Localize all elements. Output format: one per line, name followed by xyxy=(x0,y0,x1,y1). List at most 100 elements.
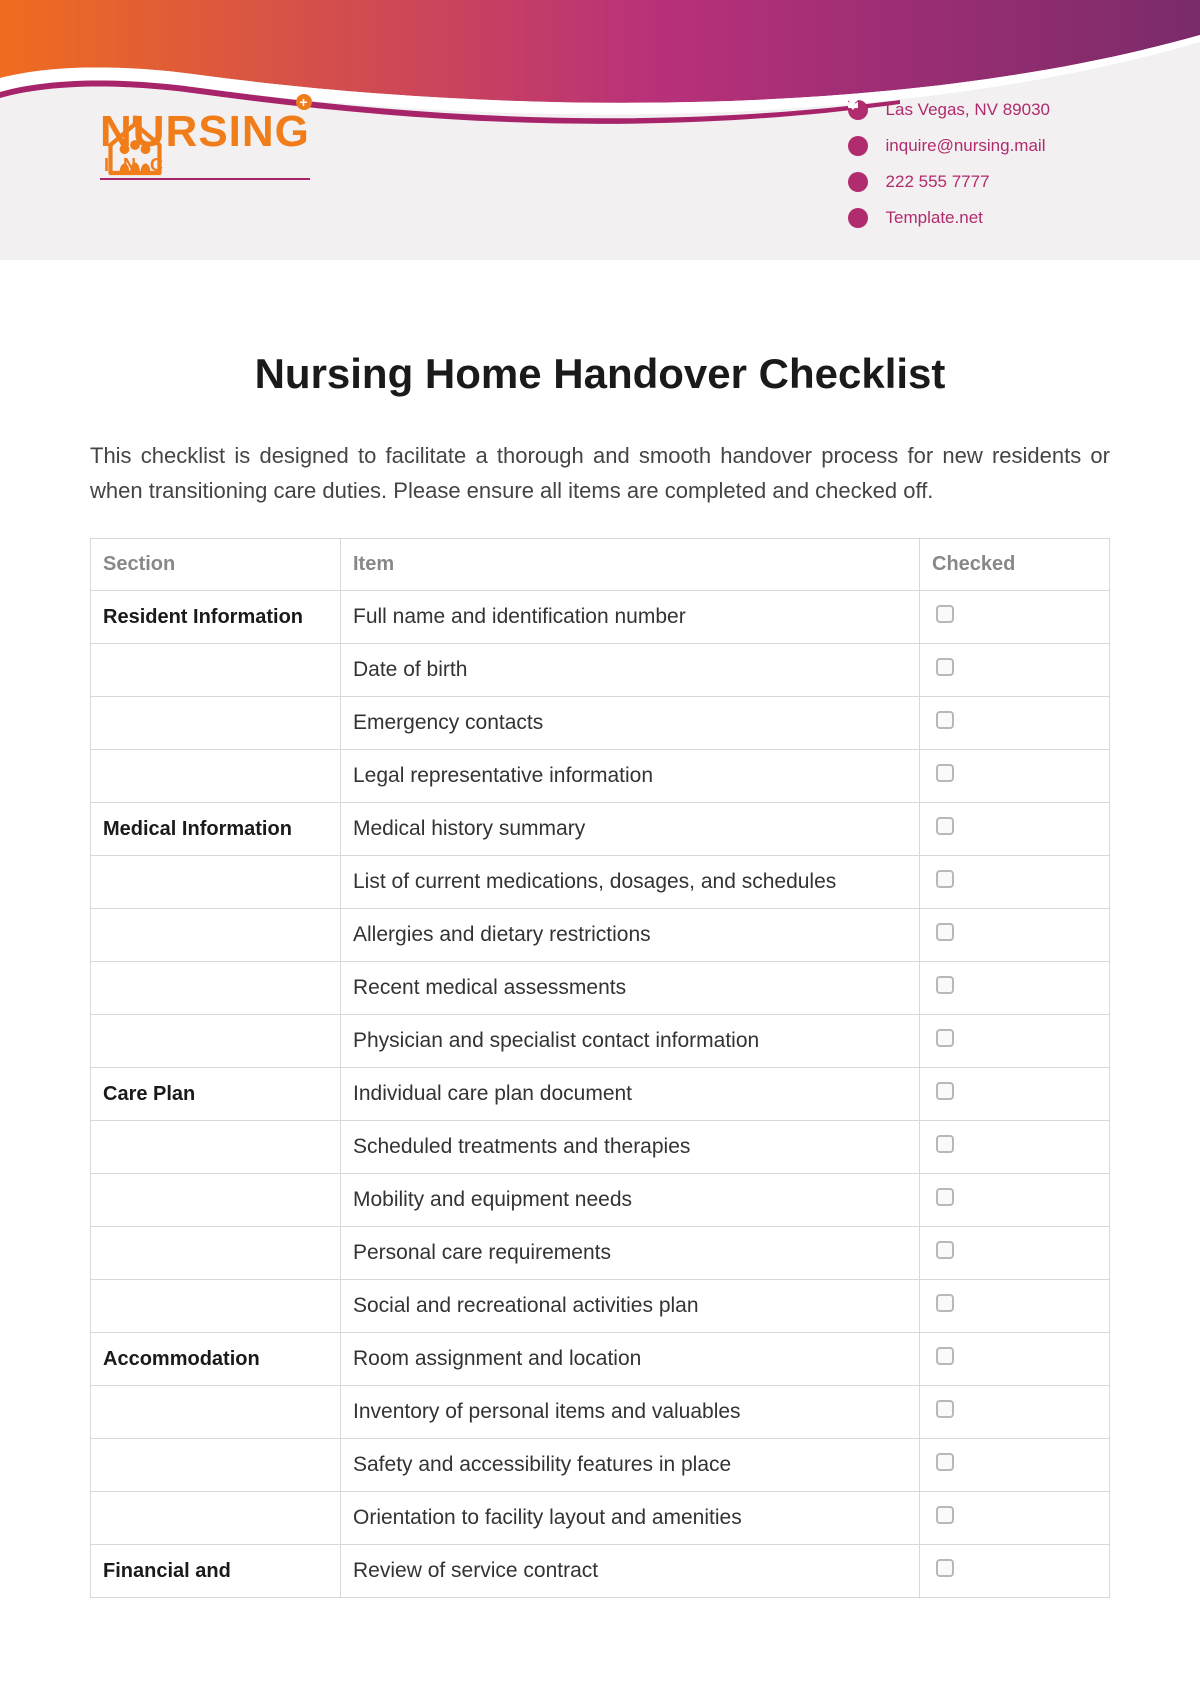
item-cell: Personal care requirements xyxy=(341,1227,920,1280)
logo: NURSING + INC xyxy=(100,110,310,180)
item-cell: Inventory of personal items and valuable… xyxy=(341,1386,920,1439)
checkbox[interactable] xyxy=(936,1029,954,1047)
checkbox[interactable] xyxy=(936,1188,954,1206)
item-cell: Recent medical assessments xyxy=(341,962,920,1015)
checked-cell xyxy=(920,1333,1110,1386)
section-cell: Resident Information xyxy=(91,591,341,644)
contact-website: Template.net xyxy=(848,208,1050,228)
item-cell: Social and recreational activities plan xyxy=(341,1280,920,1333)
table-row: Care PlanIndividual care plan document xyxy=(91,1068,1110,1121)
letterhead-header: NURSING + INC Las Vegas, NV 89030 inquir… xyxy=(0,0,1200,260)
checked-cell xyxy=(920,1439,1110,1492)
item-cell: Legal representative information xyxy=(341,750,920,803)
col-checked: Checked xyxy=(920,539,1110,591)
page-title: Nursing Home Handover Checklist xyxy=(90,350,1110,398)
checked-cell xyxy=(920,1068,1110,1121)
item-cell: Full name and identification number xyxy=(341,591,920,644)
checkbox[interactable] xyxy=(936,1294,954,1312)
checkbox[interactable] xyxy=(936,1135,954,1153)
checkbox[interactable] xyxy=(936,764,954,782)
table-row: Legal representative information xyxy=(91,750,1110,803)
checked-cell xyxy=(920,644,1110,697)
document-body: Nursing Home Handover Checklist This che… xyxy=(0,260,1200,1598)
col-section: Section xyxy=(91,539,341,591)
table-header-row: Section Item Checked xyxy=(91,539,1110,591)
item-cell: Scheduled treatments and therapies xyxy=(341,1121,920,1174)
section-cell xyxy=(91,962,341,1015)
table-row: Social and recreational activities plan xyxy=(91,1280,1110,1333)
mail-icon xyxy=(848,136,868,156)
section-cell: Care Plan xyxy=(91,1068,341,1121)
checkbox[interactable] xyxy=(936,976,954,994)
section-cell: Financial and xyxy=(91,1545,341,1598)
section-cell xyxy=(91,909,341,962)
section-cell xyxy=(91,1015,341,1068)
table-row: Mobility and equipment needs xyxy=(91,1174,1110,1227)
contact-address: Las Vegas, NV 89030 xyxy=(848,100,1050,120)
checkbox[interactable] xyxy=(936,605,954,623)
table-row: Date of birth xyxy=(91,644,1110,697)
table-row: Recent medical assessments xyxy=(91,962,1110,1015)
checkbox[interactable] xyxy=(936,1347,954,1365)
table-row: Allergies and dietary restrictions xyxy=(91,909,1110,962)
section-cell xyxy=(91,1174,341,1227)
contact-info: Las Vegas, NV 89030 inquire@nursing.mail… xyxy=(848,100,1050,228)
checkbox[interactable] xyxy=(936,658,954,676)
checked-cell xyxy=(920,1492,1110,1545)
checked-cell xyxy=(920,856,1110,909)
checklist-table: Section Item Checked Resident Informatio… xyxy=(90,538,1110,1598)
checked-cell xyxy=(920,1174,1110,1227)
item-cell: Room assignment and location xyxy=(341,1333,920,1386)
section-cell xyxy=(91,1121,341,1174)
checkbox[interactable] xyxy=(936,870,954,888)
checkbox[interactable] xyxy=(936,923,954,941)
checked-cell xyxy=(920,1227,1110,1280)
contact-text: Template.net xyxy=(886,208,983,228)
checkbox[interactable] xyxy=(936,1400,954,1418)
contact-phone: 222 555 7777 xyxy=(848,172,1050,192)
item-cell: Allergies and dietary restrictions xyxy=(341,909,920,962)
col-item: Item xyxy=(341,539,920,591)
checked-cell xyxy=(920,697,1110,750)
section-cell xyxy=(91,644,341,697)
table-row: List of current medications, dosages, an… xyxy=(91,856,1110,909)
checkbox[interactable] xyxy=(936,817,954,835)
table-row: Safety and accessibility features in pla… xyxy=(91,1439,1110,1492)
checked-cell xyxy=(920,750,1110,803)
checked-cell xyxy=(920,1121,1110,1174)
checkbox[interactable] xyxy=(936,711,954,729)
item-cell: Emergency contacts xyxy=(341,697,920,750)
table-row: Orientation to facility layout and ameni… xyxy=(91,1492,1110,1545)
section-cell: Accommodation xyxy=(91,1333,341,1386)
section-cell xyxy=(91,1280,341,1333)
checkbox[interactable] xyxy=(936,1453,954,1471)
checkbox[interactable] xyxy=(936,1506,954,1524)
item-cell: Medical history summary xyxy=(341,803,920,856)
contact-email: inquire@nursing.mail xyxy=(848,136,1050,156)
checkbox[interactable] xyxy=(936,1559,954,1577)
table-row: Personal care requirements xyxy=(91,1227,1110,1280)
table-row: Emergency contacts xyxy=(91,697,1110,750)
table-row: AccommodationRoom assignment and locatio… xyxy=(91,1333,1110,1386)
contact-text: 222 555 7777 xyxy=(886,172,990,192)
checked-cell xyxy=(920,962,1110,1015)
table-row: Medical InformationMedical history summa… xyxy=(91,803,1110,856)
table-row: Financial andReview of service contract xyxy=(91,1545,1110,1598)
checkbox[interactable] xyxy=(936,1082,954,1100)
section-cell xyxy=(91,697,341,750)
item-cell: Safety and accessibility features in pla… xyxy=(341,1439,920,1492)
checked-cell xyxy=(920,1280,1110,1333)
checked-cell xyxy=(920,803,1110,856)
item-cell: Physician and specialist contact informa… xyxy=(341,1015,920,1068)
checkbox[interactable] xyxy=(936,1241,954,1259)
item-cell: Review of service contract xyxy=(341,1545,920,1598)
table-row: Resident InformationFull name and identi… xyxy=(91,591,1110,644)
item-cell: Individual care plan document xyxy=(341,1068,920,1121)
contact-text: Las Vegas, NV 89030 xyxy=(886,100,1050,120)
checked-cell xyxy=(920,909,1110,962)
section-cell: Medical Information xyxy=(91,803,341,856)
item-cell: Date of birth xyxy=(341,644,920,697)
item-cell: List of current medications, dosages, an… xyxy=(341,856,920,909)
section-cell xyxy=(91,1492,341,1545)
checked-cell xyxy=(920,591,1110,644)
